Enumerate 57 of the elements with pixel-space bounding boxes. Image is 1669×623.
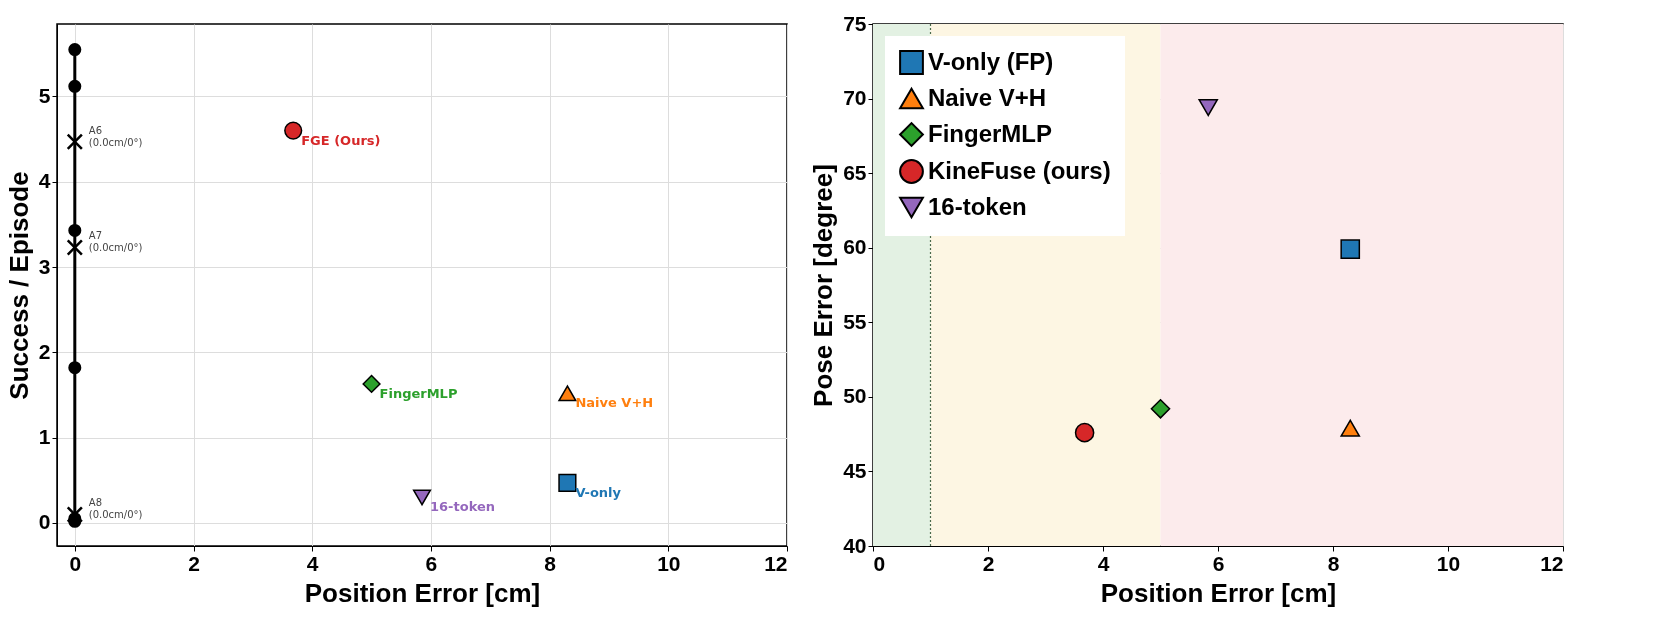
legend-label: V-only (FP) xyxy=(928,47,1054,75)
y-axis-title: Success / Episode xyxy=(3,171,34,400)
y-tick-label: 1 xyxy=(38,425,51,449)
x-axis-title: Position Error [cm] xyxy=(304,577,541,608)
x-tick-label: 0 xyxy=(69,551,82,575)
series-label: V-only xyxy=(575,484,622,500)
x-tick-label: 4 xyxy=(306,551,319,575)
point xyxy=(412,489,432,506)
y-tick-label: 60 xyxy=(843,235,867,259)
point xyxy=(68,223,82,237)
point xyxy=(68,361,82,375)
point xyxy=(68,79,82,93)
series-label: FingerMLP xyxy=(379,385,458,401)
x-axis-title: Position Error [cm] xyxy=(1100,577,1337,608)
point xyxy=(66,506,84,523)
legend-label: 16-token xyxy=(928,192,1027,220)
annotation: A7 (0.0cm/0°) xyxy=(88,230,143,254)
point xyxy=(362,374,381,394)
y-tick-label: 75 xyxy=(843,11,867,35)
annotation: A8 (0.0cm/0°) xyxy=(88,497,143,521)
x-tick-label: 6 xyxy=(425,551,438,575)
x-tick-label: 8 xyxy=(544,551,557,575)
x-tick-label: 2 xyxy=(188,551,200,575)
point xyxy=(284,121,303,140)
y-tick-label: 70 xyxy=(843,86,867,110)
legend-label: Naive V+H xyxy=(928,83,1047,111)
x-tick-label: 8 xyxy=(1327,551,1340,575)
legend-label: KineFuse (ours) xyxy=(928,156,1111,184)
x-tick-label: 2 xyxy=(982,551,995,575)
y-tick-label: 40 xyxy=(843,533,867,557)
y-tick-label: 5 xyxy=(38,84,51,107)
series-label: 16-token xyxy=(430,499,495,515)
x-tick-label: 12 xyxy=(764,551,788,575)
point xyxy=(558,385,577,402)
legend-label: FingerMLP xyxy=(928,119,1052,147)
x-tick-label: 0 xyxy=(873,551,886,575)
x-tick-label: 12 xyxy=(1540,551,1564,575)
point xyxy=(66,133,84,151)
y-axis-title: Pose Error [degree] xyxy=(808,164,839,407)
x-tick-label: 10 xyxy=(1436,551,1461,575)
annotation: A6 (0.0cm/0°) xyxy=(88,124,143,148)
y-tick-label: 0 xyxy=(38,510,51,534)
y-tick-label: 45 xyxy=(843,458,867,482)
x-tick-label: 10 xyxy=(657,551,681,575)
series-label: FGE (Ours) xyxy=(301,132,381,148)
x-tick-label: 4 xyxy=(1097,551,1110,575)
point xyxy=(558,473,577,492)
point xyxy=(66,239,84,256)
point xyxy=(68,43,82,57)
y-tick-label: 55 xyxy=(843,309,867,333)
series-label: Naive V+H xyxy=(575,395,654,411)
y-tick-label: 65 xyxy=(843,160,867,184)
y-tick-label: 50 xyxy=(843,384,867,408)
y-tick-label: 4 xyxy=(38,169,51,193)
y-tick-label: 3 xyxy=(38,254,51,278)
y-tick-label: 2 xyxy=(38,339,51,363)
x-tick-label: 6 xyxy=(1212,551,1225,575)
